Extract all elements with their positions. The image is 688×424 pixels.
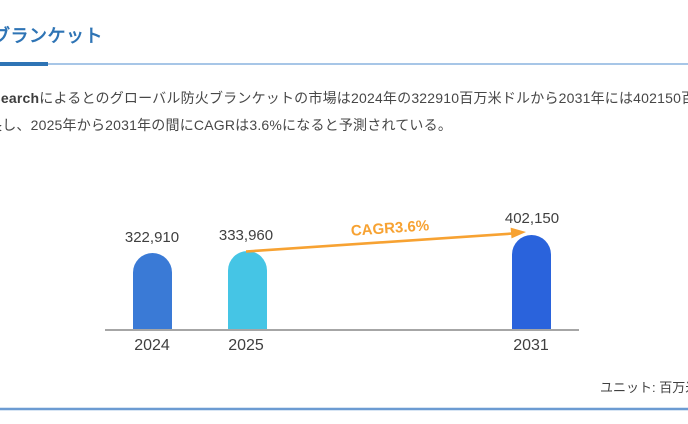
bar-value-2024: 322,910 bbox=[124, 229, 180, 246]
unit-note: ユニット: 百万米ドル bbox=[600, 380, 688, 395]
x-axis-line bbox=[105, 329, 579, 331]
source-name: QYResearch bbox=[0, 90, 40, 106]
bar-value-2031: 402,150 bbox=[504, 210, 560, 227]
paragraph-line-1-text: によるとのグローバル防火ブランケットの市場は2024年の322910百万米ドルか… bbox=[39, 90, 688, 106]
x-tick-2024: 2024 bbox=[134, 337, 170, 354]
header-rule-thin bbox=[0, 63, 688, 65]
paragraph-line-2: 長し、2025年から2031年の間にCAGRは3.6%になると予測されている。 bbox=[0, 117, 453, 133]
bar-value-2025: 333,960 bbox=[218, 227, 274, 244]
header-rule-thick bbox=[0, 62, 48, 66]
bar-2031 bbox=[512, 235, 551, 330]
x-tick-2025: 2025 bbox=[228, 337, 264, 354]
x-tick-2031: 2031 bbox=[513, 337, 549, 354]
bar-2025 bbox=[228, 251, 267, 330]
page-title: 防火ブランケット bbox=[0, 26, 103, 46]
cagr-annotation: CAGR3.6% bbox=[350, 217, 430, 240]
bar-2024 bbox=[133, 253, 172, 330]
paragraph-line-1: QYResearchによるとのグローバル防火ブランケットの市場は2024年の32… bbox=[0, 88, 688, 108]
bottom-rule bbox=[0, 408, 688, 410]
